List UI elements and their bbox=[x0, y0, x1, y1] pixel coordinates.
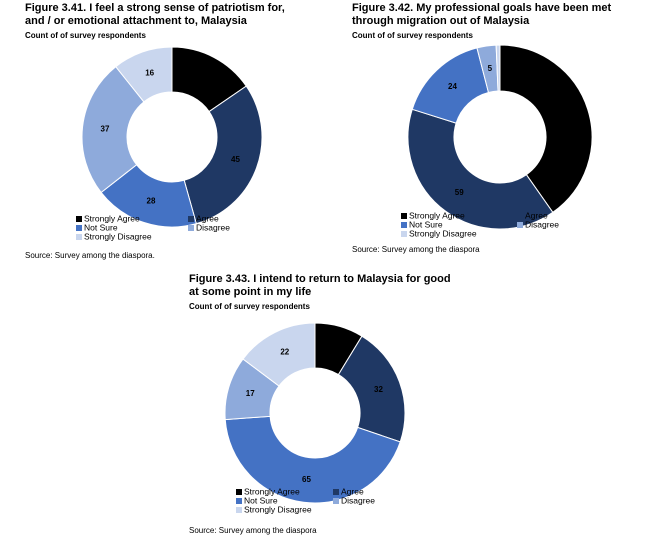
legend-label: Strongly Agree bbox=[84, 213, 140, 223]
donut-slice bbox=[242, 322, 316, 387]
chart-title: through migration out of Malaysia bbox=[352, 15, 530, 27]
legend-swatch bbox=[517, 213, 523, 219]
chart-title: Figure 3.42. My professional goals have … bbox=[352, 2, 612, 14]
data-label: 24 bbox=[448, 82, 457, 91]
legend-label: Strongly Disagree bbox=[84, 231, 152, 241]
legend-swatch bbox=[333, 489, 339, 495]
legend-swatch bbox=[236, 498, 242, 504]
donut-slice bbox=[81, 66, 145, 194]
data-label: 16 bbox=[145, 68, 154, 77]
legend-swatch bbox=[188, 225, 194, 231]
data-label: 59 bbox=[455, 188, 464, 197]
data-label: 65 bbox=[302, 475, 311, 484]
chart-title: Figure 3.41. I feel a strong sense of pa… bbox=[25, 2, 285, 14]
chart-subtitle: Count of of survey respondents bbox=[189, 302, 310, 311]
data-label: 17 bbox=[246, 389, 255, 398]
legend-swatch bbox=[333, 498, 339, 504]
donut-slice bbox=[337, 335, 406, 443]
legend-label: Agree bbox=[196, 213, 219, 223]
legend-label: Disagree bbox=[525, 219, 559, 229]
legend-label: Agree bbox=[341, 486, 364, 496]
legend-label: Agree bbox=[525, 210, 548, 220]
donut-slice bbox=[499, 44, 593, 214]
donut-slice bbox=[183, 85, 263, 225]
legend-swatch bbox=[401, 222, 407, 228]
legend-swatch bbox=[401, 231, 407, 237]
donut-slice bbox=[407, 108, 554, 230]
legend-swatch bbox=[401, 213, 407, 219]
data-label: 60 bbox=[561, 111, 570, 120]
legend-label: Strongly Disagree bbox=[244, 504, 312, 514]
donut-slice bbox=[495, 44, 501, 92]
legend-swatch bbox=[76, 234, 82, 240]
chart-title: and / or emotional attachment to, Malays… bbox=[25, 15, 248, 27]
chart-title: at some point in my life bbox=[189, 286, 311, 298]
legend-swatch bbox=[188, 216, 194, 222]
legend-label: Not Sure bbox=[244, 495, 278, 505]
legend-label: Strongly Disagree bbox=[409, 228, 477, 238]
source-note: Source: Survey among the diaspora. bbox=[25, 251, 155, 260]
data-label: 22 bbox=[280, 348, 289, 357]
chart-subtitle: Count of of survey respondents bbox=[352, 31, 473, 40]
donut-slice bbox=[115, 46, 173, 103]
data-label: 45 bbox=[231, 155, 240, 164]
data-label: 13 bbox=[329, 343, 338, 352]
legend-label: Strongly Agree bbox=[409, 210, 465, 220]
legend-swatch bbox=[76, 216, 82, 222]
legend-swatch bbox=[236, 489, 242, 495]
source-note: Source: Survey among the diaspora bbox=[352, 245, 480, 254]
legend-label: Strongly Agree bbox=[244, 486, 300, 496]
chart-subtitle: Count of of survey respondents bbox=[25, 31, 146, 40]
data-label: 23 bbox=[199, 72, 208, 81]
data-label: 28 bbox=[147, 196, 156, 205]
data-label: 32 bbox=[374, 385, 383, 394]
legend-swatch bbox=[236, 507, 242, 513]
legend-label: Disagree bbox=[341, 495, 375, 505]
legend-label: Disagree bbox=[196, 222, 230, 232]
data-label: 37 bbox=[101, 124, 110, 133]
source-note: Source: Survey among the diaspora bbox=[189, 526, 317, 535]
legend-swatch bbox=[517, 222, 523, 228]
data-label: 5 bbox=[488, 64, 493, 73]
legend-label: Not Sure bbox=[409, 219, 443, 229]
donut-slice bbox=[224, 415, 401, 504]
legend-label: Not Sure bbox=[84, 222, 118, 232]
chart-title: Figure 3.43. I intend to return to Malay… bbox=[189, 273, 451, 285]
legend-swatch bbox=[76, 225, 82, 231]
